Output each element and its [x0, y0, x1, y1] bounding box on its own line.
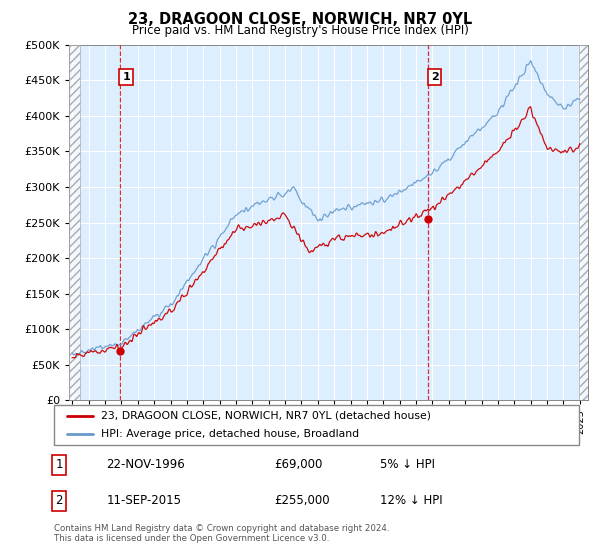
Text: 1: 1: [122, 72, 130, 82]
Text: Contains HM Land Registry data © Crown copyright and database right 2024.
This d: Contains HM Land Registry data © Crown c…: [54, 524, 389, 543]
Text: 23, DRAGOON CLOSE, NORWICH, NR7 0YL: 23, DRAGOON CLOSE, NORWICH, NR7 0YL: [128, 12, 472, 27]
Text: Price paid vs. HM Land Registry's House Price Index (HPI): Price paid vs. HM Land Registry's House …: [131, 24, 469, 36]
Text: 12% ↓ HPI: 12% ↓ HPI: [380, 494, 442, 507]
Text: 1: 1: [56, 458, 63, 471]
Text: £255,000: £255,000: [275, 494, 330, 507]
Text: 5% ↓ HPI: 5% ↓ HPI: [380, 458, 434, 471]
Text: £69,000: £69,000: [275, 458, 323, 471]
Text: 22-NOV-1996: 22-NOV-1996: [107, 458, 185, 471]
Text: 2: 2: [56, 494, 63, 507]
Text: 11-SEP-2015: 11-SEP-2015: [107, 494, 182, 507]
Text: 23, DRAGOON CLOSE, NORWICH, NR7 0YL (detached house): 23, DRAGOON CLOSE, NORWICH, NR7 0YL (det…: [101, 411, 431, 421]
Text: 2: 2: [431, 72, 439, 82]
Text: HPI: Average price, detached house, Broadland: HPI: Average price, detached house, Broa…: [101, 430, 359, 439]
